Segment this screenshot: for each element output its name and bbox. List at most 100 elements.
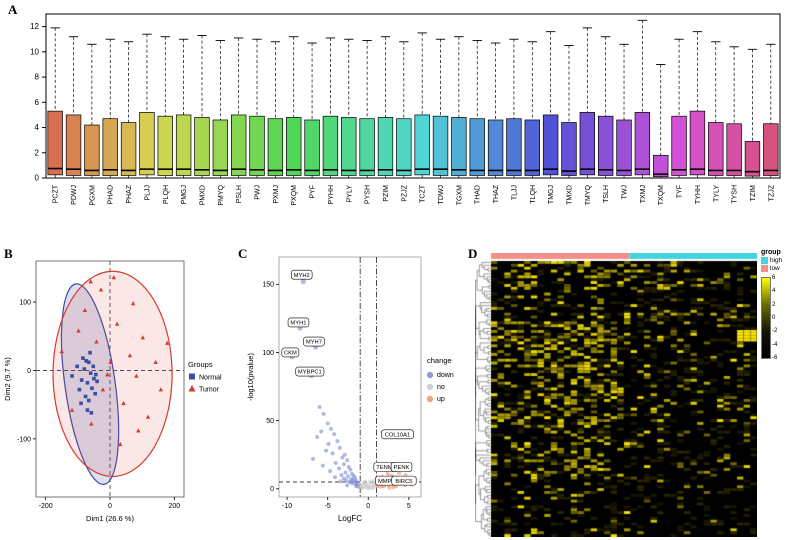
svg-text:TCZT: TCZT	[420, 184, 427, 203]
heatmap-group-legend-title: group	[761, 249, 781, 256]
svg-text:THAZ: THAZ	[493, 184, 500, 203]
box-TMYQ	[579, 112, 596, 176]
svg-text:CKM: CKM	[284, 351, 297, 357]
svg-text:TGXM: TGXM	[456, 185, 463, 205]
svg-text:TMGJ: TMGJ	[548, 185, 555, 204]
box-PZJZ	[396, 118, 412, 176]
svg-text:TXMJ: TXMJ	[640, 185, 647, 203]
gene-label-MYH7	[303, 336, 325, 347]
svg-text:TYF: TYF	[677, 185, 684, 198]
boxplot-plot-area: 0 2 4 6 8 10 12 PCZT PDWJ PGXM PHAD PHAZ PLJJ PLQH PMG…	[30, 13, 781, 206]
svg-text:TYSH: TYSH	[732, 185, 739, 204]
gene-label-MYH1	[287, 317, 310, 328]
svg-text:up: up	[437, 396, 445, 403]
svg-text:PGXM: PGXM	[89, 185, 96, 206]
svg-text:100: 100	[262, 350, 274, 357]
svg-text:-100: -100	[17, 436, 31, 443]
svg-text:TZJZ: TZJZ	[768, 184, 775, 201]
svg-text:Groups: Groups	[188, 360, 213, 369]
pca-plot-area: -200 0 200 -100 0 100 Dim1 (26.6 %) Dim2 (9.7 %…	[3, 260, 185, 523]
group-label-high: high	[770, 257, 783, 264]
svg-text:PCZT: PCZT	[53, 184, 60, 203]
box-PGXM	[84, 124, 100, 176]
box-PZIM	[377, 117, 394, 176]
box-TYLY	[708, 122, 724, 176]
svg-text:PHAZ: PHAZ	[126, 184, 133, 203]
group-label-low: low	[770, 265, 780, 272]
box-PLJJ	[139, 112, 155, 176]
box-TYSH	[726, 123, 742, 176]
box-PLQH	[157, 115, 173, 176]
svg-text:change: change	[427, 356, 452, 365]
svg-text:0: 0	[270, 486, 274, 493]
gene-label-CKM	[281, 347, 300, 358]
volcano-panel: -10 -5 0 5050100150LogFC-log10(pvalue)MYH2M…	[246, 256, 454, 523]
box-TZJZ	[763, 123, 779, 176]
svg-text:0: 0	[366, 503, 370, 510]
svg-text:Tumor: Tumor	[199, 387, 220, 394]
svg-text:-5: -5	[325, 503, 331, 510]
svg-text:PXMJ: PXMJ	[273, 185, 280, 204]
scale-tick-4: 4	[772, 288, 776, 295]
svg-text:50: 50	[266, 418, 274, 425]
svg-text:10: 10	[30, 47, 39, 56]
box-PXMJ	[267, 118, 284, 176]
svg-text:MYH7: MYH7	[306, 340, 322, 346]
box-TGXM	[451, 117, 467, 176]
svg-text:PLJJ: PLJJ	[144, 185, 151, 201]
box-PMGJ	[175, 114, 192, 176]
panel-c-label: C	[238, 246, 248, 261]
svg-text:MMP11: MMP11	[378, 479, 398, 485]
svg-text:PDWJ: PDWJ	[71, 185, 78, 205]
scale-tick-6: 6	[772, 275, 776, 281]
svg-text:TWJ: TWJ	[622, 185, 629, 199]
box-PMXD	[194, 117, 210, 176]
svg-text:-10: -10	[282, 503, 292, 510]
heatmap-color-scale-bar	[761, 277, 771, 359]
scale-tick-0: 0	[772, 315, 776, 321]
svg-text:100: 100	[19, 299, 31, 306]
svg-text:2: 2	[35, 148, 40, 157]
group-legend-item-low: low	[761, 265, 792, 272]
svg-text:0: 0	[27, 368, 31, 375]
box-TYF	[671, 115, 687, 176]
box-TDWJ	[432, 115, 449, 176]
svg-text:PSLH: PSLH	[236, 185, 243, 203]
svg-text:TYLY: TYLY	[713, 185, 720, 202]
svg-text:TLQH: TLQH	[530, 185, 537, 204]
heatmap-panel: group high low 6 4 2 0 -2 -4 -6	[465, 245, 792, 540]
svg-text:TXQM: TXQM	[658, 185, 665, 205]
box-PXQM	[286, 117, 302, 176]
svg-text:no: no	[437, 384, 445, 391]
svg-text:THAD: THAD	[475, 185, 482, 204]
svg-text:TDWJ: TDWJ	[438, 185, 445, 204]
panel-a-label: A	[8, 2, 18, 17]
svg-text:TLJJ: TLJJ	[511, 185, 518, 200]
box-TYHH	[689, 110, 706, 176]
group-swatch-low	[761, 265, 768, 272]
box-PCZT	[47, 110, 63, 176]
ellipse-Tumor	[52, 270, 173, 478]
box-PSLH	[230, 114, 247, 176]
gene-label-MYBPC1	[295, 366, 325, 377]
pca-legend: Groups Normal Tumor	[188, 360, 222, 394]
svg-text:TMXD: TMXD	[566, 185, 573, 205]
heatmap-legend: group high low 6 4 2 0 -2 -4 -6	[761, 249, 792, 361]
scale-tick--6: -6	[772, 355, 778, 361]
box-THAD	[469, 118, 485, 176]
svg-text:200: 200	[169, 503, 181, 510]
scale-tick-2: 2	[772, 301, 776, 308]
svg-text:PENK: PENK	[394, 465, 410, 471]
svg-text:MYBPC1: MYBPC1	[298, 370, 322, 376]
svg-text:6: 6	[35, 98, 40, 107]
svg-text:4: 4	[35, 123, 40, 132]
panel-d-label: D	[468, 246, 478, 261]
svg-text:Normal: Normal	[199, 375, 222, 382]
svg-text:PMXD: PMXD	[199, 185, 206, 205]
svg-text:PHAD: PHAD	[108, 185, 115, 204]
box-PYLY	[341, 117, 357, 176]
gene-label-PENK	[390, 462, 413, 472]
svg-text:TZIM: TZIM	[750, 185, 757, 201]
box-PYSH	[359, 118, 375, 176]
box-TLJJ	[506, 118, 522, 176]
